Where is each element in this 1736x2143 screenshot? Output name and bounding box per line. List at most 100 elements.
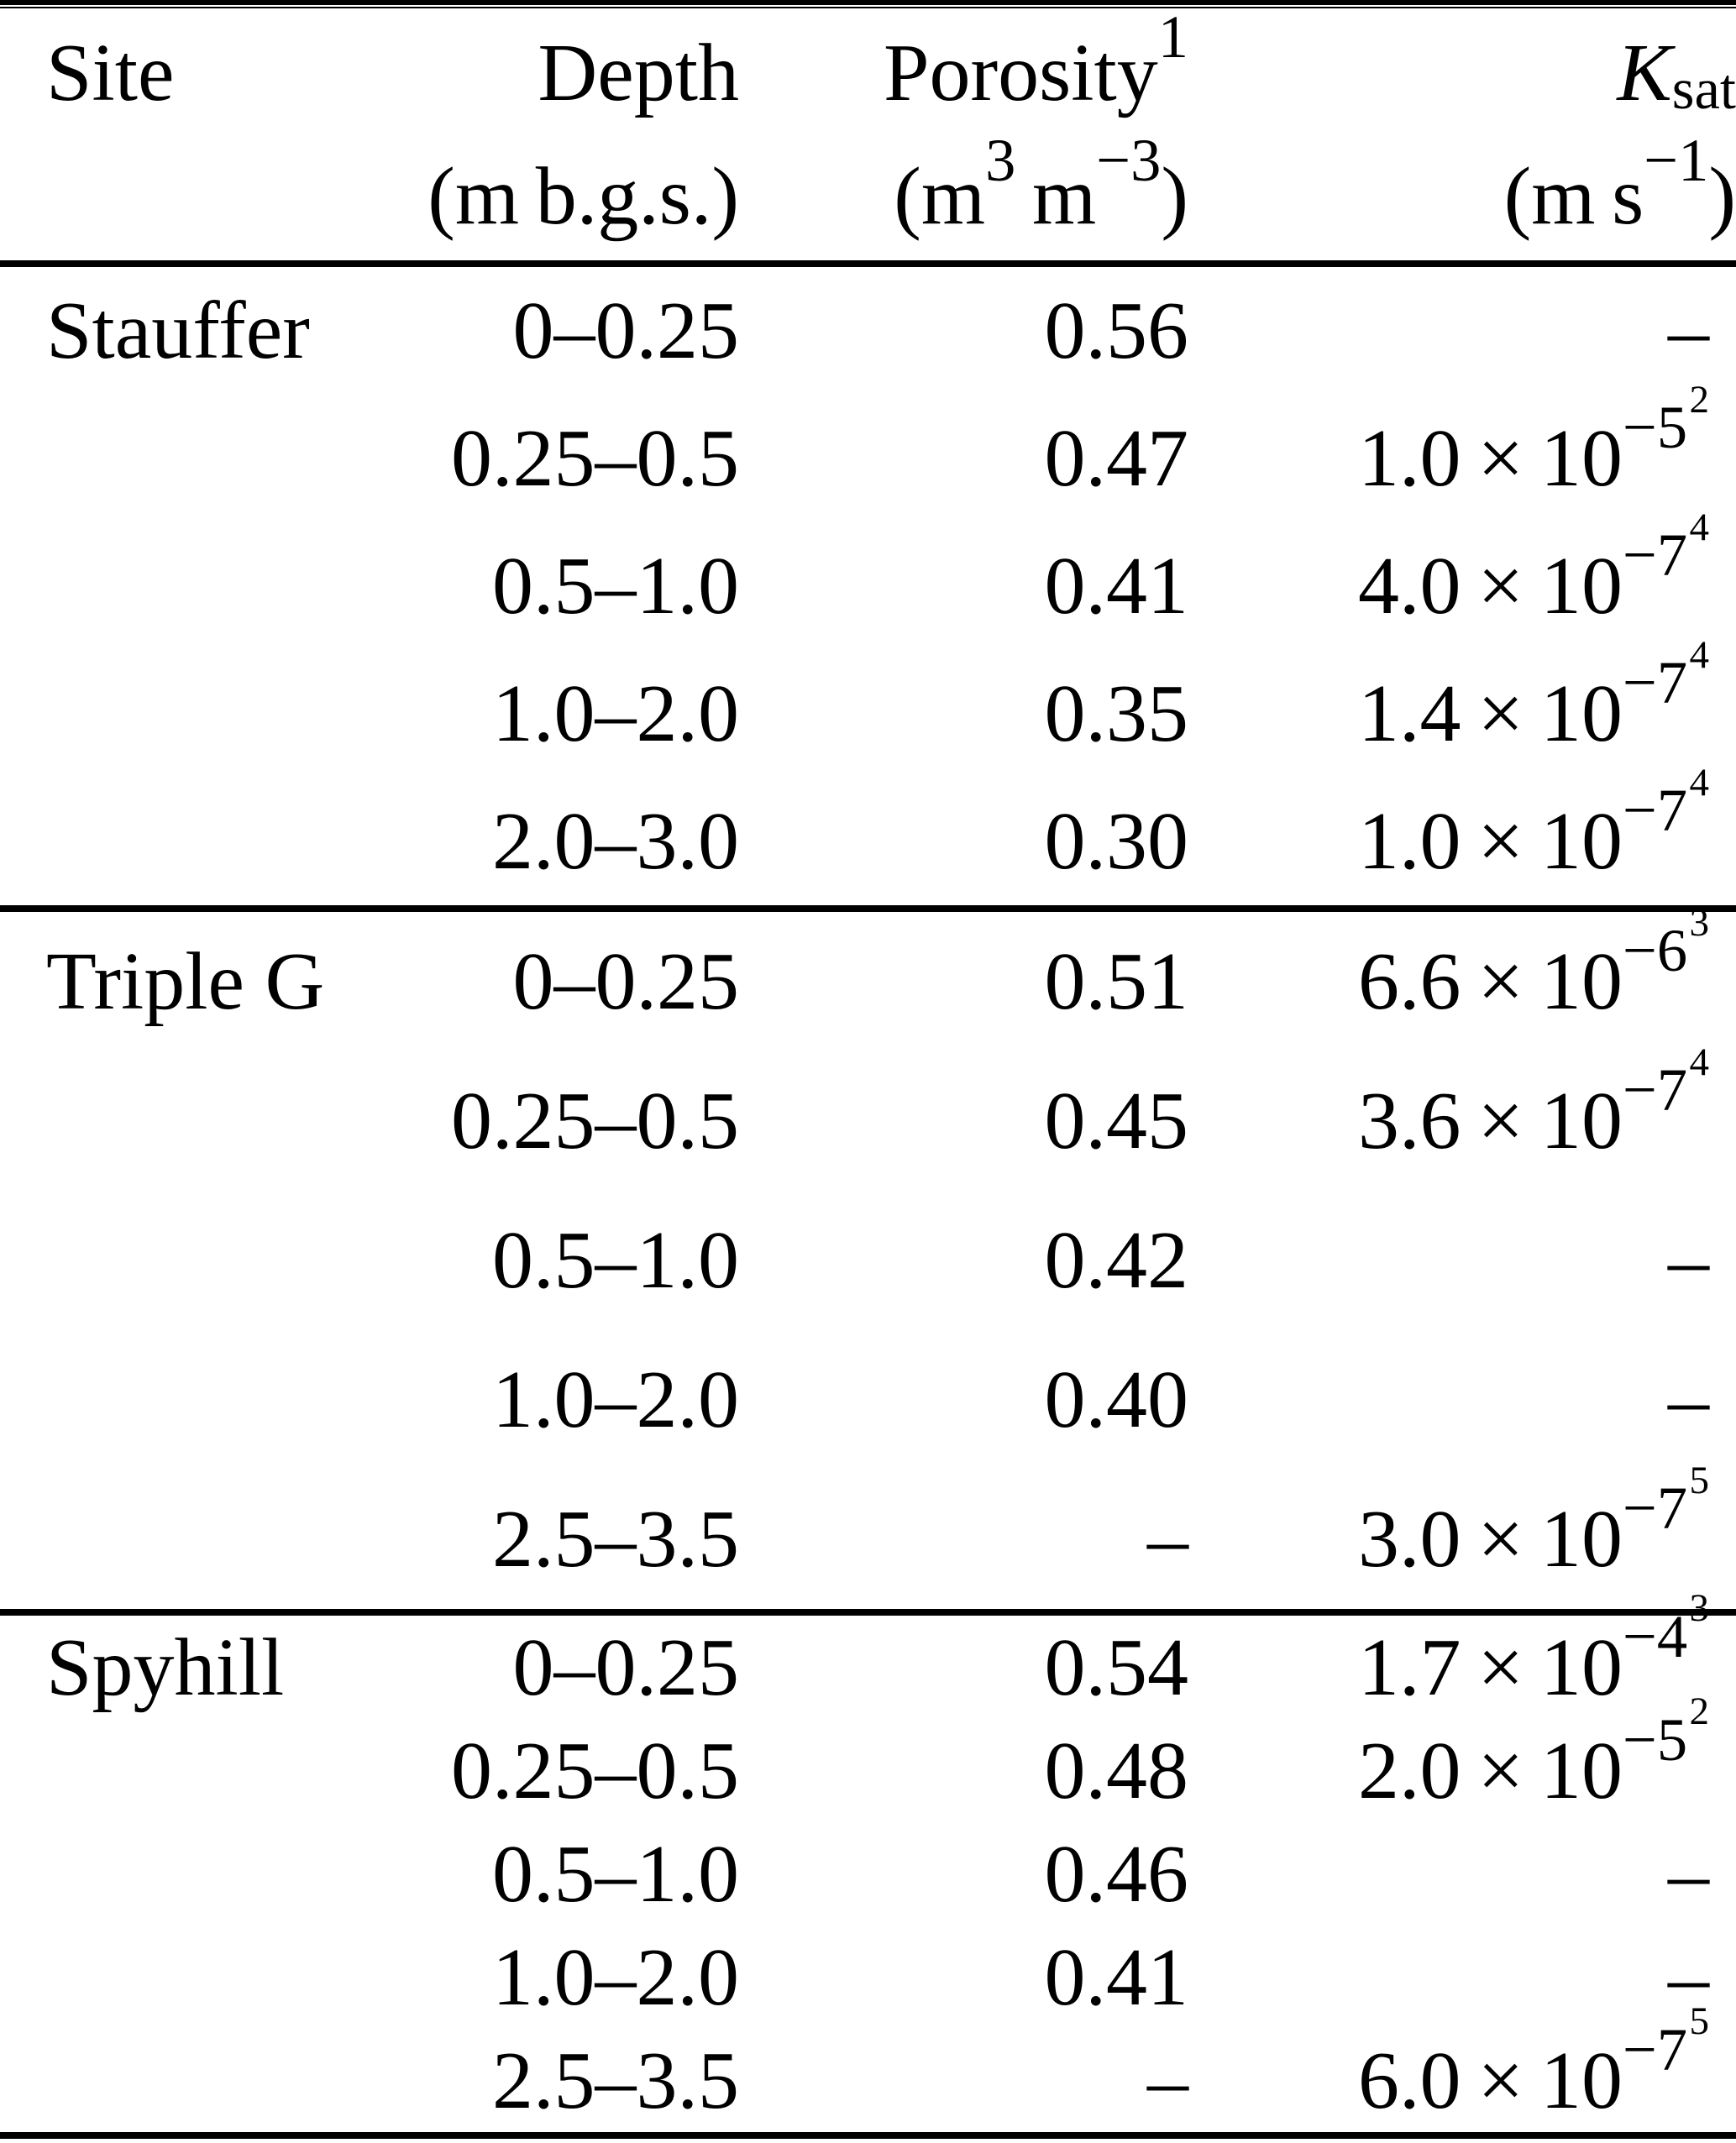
times-ten: × 10	[1461, 668, 1623, 759]
porosity-unit-close: )	[1161, 150, 1188, 242]
ksat-cell: 3.0 × 10−75	[1188, 1460, 1736, 1612]
table-row: 0.5–1.0 0.42 –	[0, 1191, 1736, 1330]
depth-cell: 0.5–1.0	[492, 1215, 739, 1306]
ksat-coefficient: 4.0	[1357, 541, 1461, 631]
depth-cell: 0–0.25	[512, 286, 740, 376]
porosity-cell: 0.51	[1044, 936, 1189, 1027]
ksat-cell: –	[1668, 1354, 1709, 1445]
porosity-cell: –	[1147, 1494, 1188, 1585]
porosity-header-label: Porosity 1	[884, 3, 1188, 118]
footnote-marker: 4	[1689, 505, 1709, 549]
porosity-cell: –	[1147, 2035, 1188, 2126]
ksat-exponent: −7	[1623, 1056, 1688, 1124]
depth-cell: 2.5–3.5	[492, 2035, 739, 2126]
site-cell: Stauffer	[46, 286, 310, 376]
ksat-coefficient: 1.7	[1357, 1622, 1461, 1713]
ksat-cell: 6.0 × 10−75	[1188, 2002, 1736, 2135]
ksat-exponent: −5	[1623, 1705, 1688, 1774]
table-row: 1.0–2.0 0.41 –	[0, 1926, 1736, 2029]
ksat-cell: –	[1668, 1215, 1709, 1306]
porosity-cell: 0.47	[1044, 413, 1189, 504]
ksat-cell: 4.0 × 10−74	[1188, 507, 1736, 650]
porosity-cell: 0.41	[1044, 541, 1189, 631]
ksat-cell: –	[1668, 1931, 1709, 2023]
site-cell	[0, 778, 361, 909]
ksat-cell: 1.7 × 10−43	[1188, 1589, 1736, 1719]
ksat-coefficient: 6.0	[1357, 2035, 1461, 2126]
footnote-marker: 2	[1689, 377, 1709, 422]
footnote-marker: 3	[1689, 900, 1709, 945]
times-ten: × 10	[1461, 413, 1623, 504]
site-section-spyhill: Spyhill 0–0.25 0.54 1.7 × 10−43 0.25–0.5 0.48…	[0, 1589, 1736, 2135]
ksat-symbol: K	[1617, 27, 1672, 118]
porosity-header-unit: (m 3 m −3)	[894, 126, 1188, 242]
porosity-cell: 0.40	[1044, 1354, 1189, 1445]
porosity-cell: 0.46	[1044, 1828, 1189, 1920]
table-row: 2.5–3.5 –6.0 × 10−75	[0, 2002, 1736, 2135]
ksat-cell: –	[1668, 1828, 1709, 1920]
site-cell	[0, 1822, 361, 1926]
table-header: Site Depth (m b.g.s.) Porosity 1 (m 3 m −3)…	[0, 3, 1736, 264]
site-cell	[0, 395, 361, 522]
site-cell	[0, 2029, 361, 2135]
ksat-coefficient: 2.0	[1357, 1725, 1461, 1816]
site-cell	[0, 522, 361, 650]
site-header-label: Site	[46, 27, 175, 118]
footnote-marker: 4	[1689, 1040, 1709, 1084]
ksat-unit-close: )	[1708, 150, 1736, 242]
soil-properties-table: Site Depth (m b.g.s.) Porosity 1 (m 3 m −3)…	[0, 3, 1736, 2139]
header-row: Site Depth (m b.g.s.) Porosity 1 (m 3 m −3)…	[0, 3, 1736, 264]
depth-header-label: Depth	[538, 27, 740, 118]
porosity-cell: 0.56	[1044, 286, 1189, 376]
ksat-coefficient: 1.0	[1357, 413, 1461, 504]
table-row: 0.25–0.5 0.48 2.0 × 10−52	[0, 1692, 1736, 1822]
ksat-cell: 1.4 × 10−74	[1188, 635, 1736, 778]
ksat-cell: 6.6 × 10−63	[1188, 903, 1736, 1051]
ksat-exponent: −6	[1623, 916, 1688, 985]
times-ten: × 10	[1461, 541, 1623, 631]
table-top-rule	[0, 0, 1736, 8]
porosity-cell: 0.48	[1044, 1725, 1189, 1816]
depth-header-unit: (m b.g.s.)	[427, 150, 739, 242]
ksat-exponent: −7	[1623, 648, 1688, 717]
ksat-coefficient: 6.6	[1357, 936, 1461, 1027]
porosity-cell: 0.42	[1044, 1215, 1189, 1306]
footnote-marker: 2	[1689, 1690, 1709, 1734]
depth-column-header: Depth (m b.g.s.)	[361, 8, 739, 264]
ksat-exponent: −4	[1623, 1601, 1688, 1670]
porosity-column-header: Porosity 1 (m 3 m −3)	[739, 3, 1188, 264]
depth-cell: 1.0–2.0	[492, 1354, 739, 1445]
site-section-stauffer: Stauffer 0–0.25 0.56–0.25–0.5 0.47 1.0 × 10−…	[0, 264, 1736, 909]
table-row: 1.0–2.0 0.35 1.4 × 10−74	[0, 635, 1736, 778]
porosity-unit-open: (m	[894, 150, 986, 242]
table-row: 1.0–2.0 0.40 –	[0, 1330, 1736, 1470]
table-row: Triple G 0–0.25 0.51 6.6 × 10−63	[0, 903, 1736, 1051]
footnote-marker: 5	[1689, 1458, 1709, 1502]
depth-cell: 0–0.25	[512, 936, 740, 1027]
depth-cell: 2.5–3.5	[492, 1494, 739, 1585]
ksat-exponent: −7	[1623, 1474, 1688, 1543]
porosity-cell: 0.35	[1044, 668, 1189, 759]
depth-cell: 2.0–3.0	[492, 796, 739, 887]
ksat-coefficient: 1.4	[1357, 668, 1461, 759]
table-row: Spyhill 0–0.25 0.54 1.7 × 10−43	[0, 1589, 1736, 1719]
depth-cell: 0–0.25	[512, 1622, 740, 1713]
porosity-cell: 0.45	[1044, 1076, 1189, 1166]
ksat-cell: 2.0 × 10−52	[1188, 1692, 1736, 1822]
ksat-coefficient: 3.6	[1357, 1076, 1461, 1166]
ksat-cell: 1.0 × 10−74	[1188, 762, 1736, 909]
site-cell	[0, 1719, 361, 1822]
ksat-exponent: −5	[1623, 393, 1688, 462]
site-section-triple-g: Triple G 0–0.25 0.51 6.6 × 10−63 0.25–0.5 0.4…	[0, 903, 1736, 1612]
times-ten: × 10	[1461, 1076, 1623, 1166]
ksat-cell: –	[1668, 286, 1709, 376]
ksat-exponent: −7	[1623, 776, 1688, 845]
site-cell	[0, 1191, 361, 1330]
depth-cell: 0.5–1.0	[492, 1828, 739, 1920]
ksat-exponent: −7	[1623, 521, 1688, 589]
table-row: 2.5–3.5 –3.0 × 10−75	[0, 1460, 1736, 1612]
site-cell: Spyhill	[46, 1622, 285, 1713]
